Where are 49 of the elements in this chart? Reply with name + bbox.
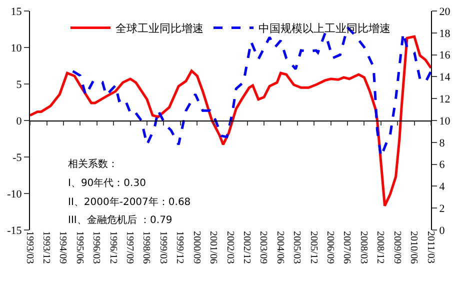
x-tick-label: 2010/06: [408, 231, 420, 264]
y2-tick-label: 6: [439, 159, 446, 172]
x-tick-label: 2003/09: [258, 231, 269, 264]
y-tick-label: -15: [7, 224, 22, 237]
x-tick-label: 2001/06: [208, 231, 219, 264]
line-series: [30, 35, 431, 208]
x-tick-label: 1995/06: [74, 231, 85, 264]
x-tick-label: 2005/12: [308, 231, 319, 264]
annotation: 相关系数：: [68, 158, 118, 170]
y-tick-label: 0: [16, 115, 22, 128]
x-tick-label: 1996/12: [107, 231, 118, 264]
annotation: I、90年代：0.30: [68, 177, 146, 189]
x-tick-label: 2006/09: [324, 231, 336, 264]
x-tick-label: 2011/03: [424, 231, 436, 264]
y-tick-label: -5: [12, 152, 22, 164]
y2-tick-label: 8: [439, 137, 446, 150]
x-tick-label: 1993/03: [24, 231, 35, 264]
annotation: II、2000年-2007年：0.68: [68, 196, 191, 208]
x-tick-label: 1996/03: [90, 231, 102, 264]
y2-tick-label: 20: [439, 6, 451, 18]
x-tick-label: 1997/09: [124, 231, 136, 264]
y2-tick-label: 18: [439, 28, 451, 40]
y2-tick-label: 12: [439, 93, 450, 106]
x-tick-label: 1993/12: [40, 231, 52, 264]
y2-tick-label: 0: [439, 224, 446, 237]
x-tick-label: 2007/06: [341, 231, 352, 264]
x-tick-label: 2005/03: [291, 231, 302, 264]
y-tick-label: 15: [10, 6, 22, 18]
y2-tick-label: 4: [439, 181, 446, 194]
x-tick-label: 1998/06: [140, 231, 152, 264]
x-tick-label: 2002/12: [241, 231, 252, 264]
x-tick-label: 2004/06: [274, 231, 286, 264]
y2-tick-label: 14: [439, 72, 451, 84]
x-tick-label: 2008/12: [374, 231, 386, 264]
y-tick-label: -10: [7, 188, 22, 200]
legend-label: 全球工业同比增速: [116, 22, 204, 35]
y-tick-label: 5: [16, 78, 22, 91]
y2-tick-label: 2: [439, 202, 445, 215]
x-tick-label: 1999/12: [174, 231, 186, 264]
annotation: III、金融危机后 ：0.79: [68, 214, 172, 226]
y-tick-label: 10: [10, 42, 22, 54]
x-tick-label: 2002/03: [224, 231, 236, 264]
x-tick-label: 2009/09: [391, 231, 402, 264]
y2-tick-label: 16: [439, 50, 451, 62]
x-tick-label: 1999/03: [157, 231, 168, 264]
x-tick-label: 1994/09: [57, 231, 68, 264]
x-tick-label: 2000/09: [190, 231, 202, 264]
y2-tick-label: 10: [439, 115, 451, 128]
x-tick-label: 2008/03: [358, 231, 369, 264]
